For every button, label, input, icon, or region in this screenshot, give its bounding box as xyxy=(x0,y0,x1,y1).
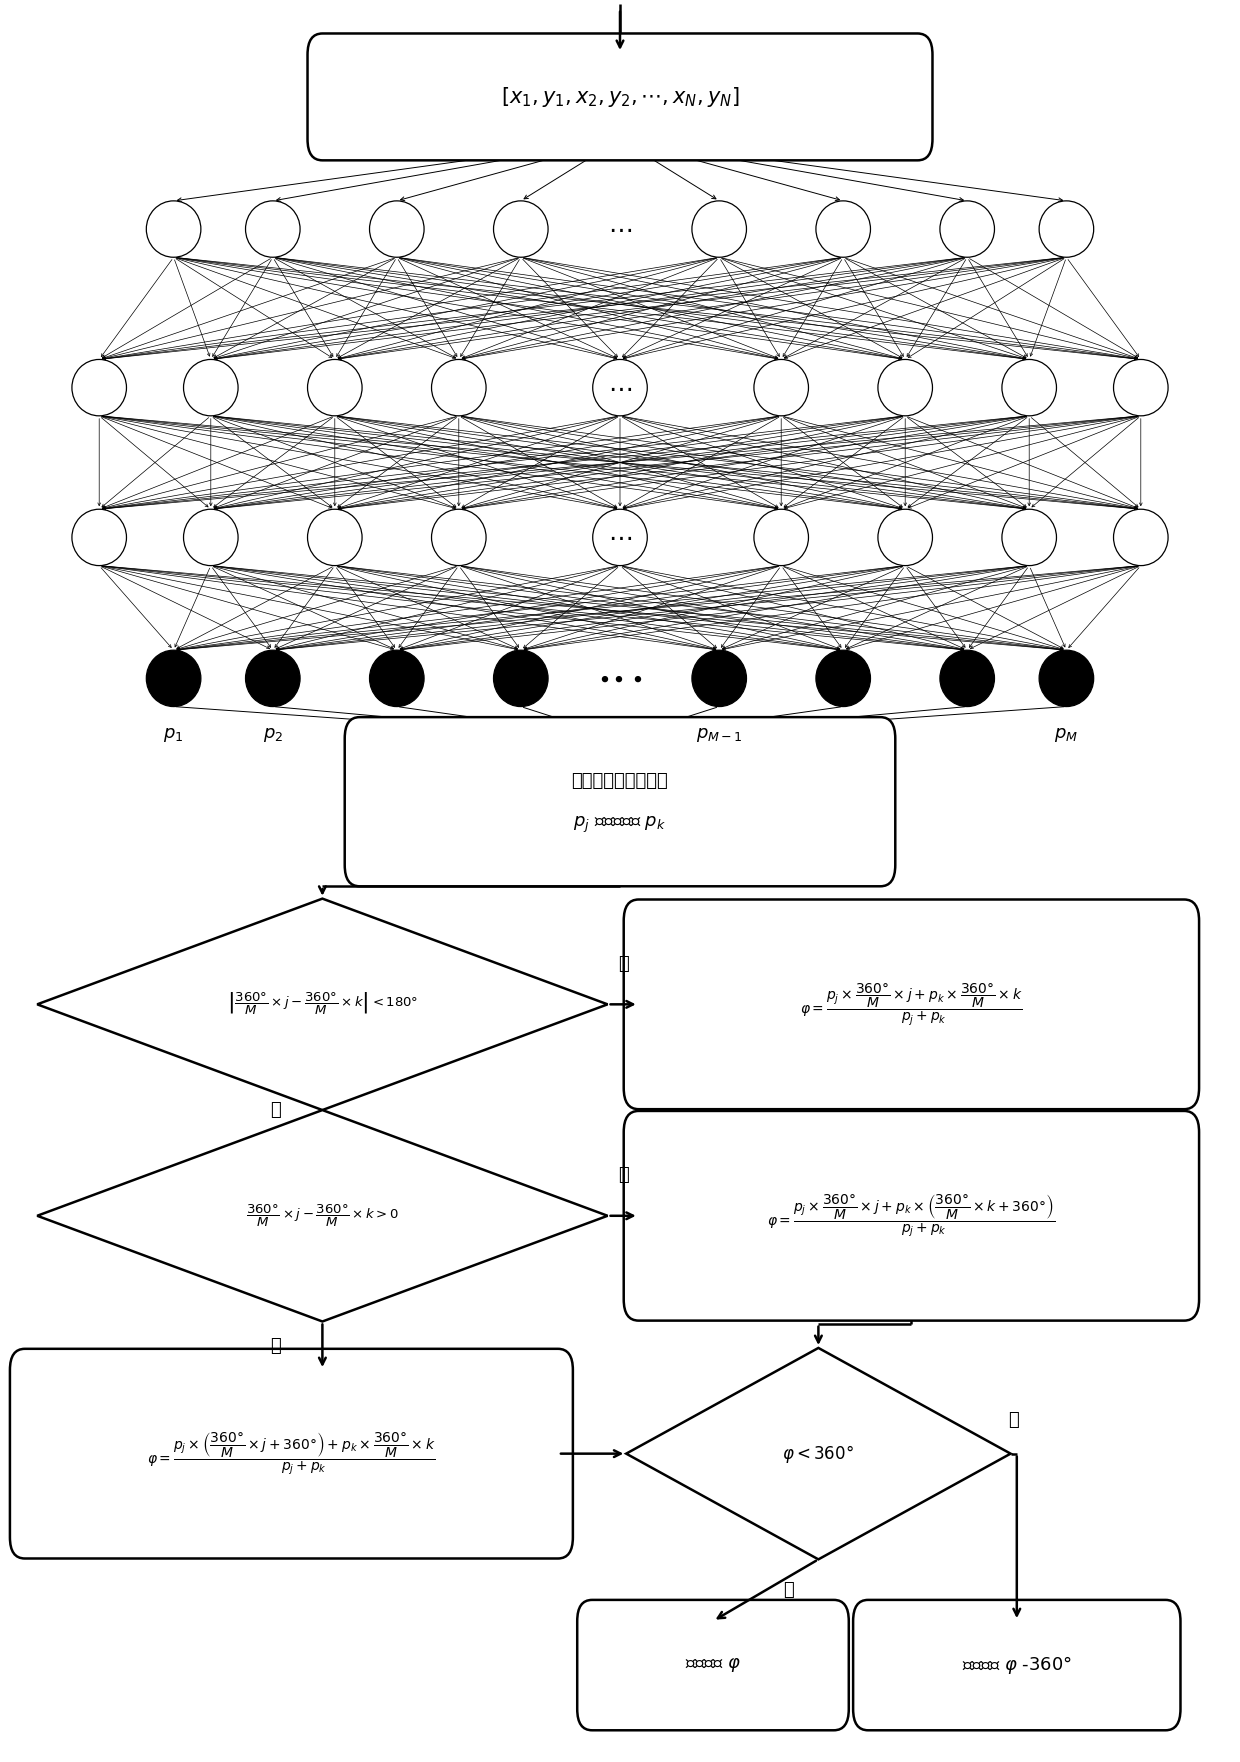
Ellipse shape xyxy=(72,359,126,416)
Text: $p_{M-1}$: $p_{M-1}$ xyxy=(696,726,743,744)
Text: $\cdots$: $\cdots$ xyxy=(608,217,632,241)
Text: 否: 否 xyxy=(270,1101,280,1119)
Ellipse shape xyxy=(940,650,994,707)
Ellipse shape xyxy=(1114,359,1168,416)
Ellipse shape xyxy=(878,509,932,566)
Text: 是: 是 xyxy=(782,1581,794,1600)
Ellipse shape xyxy=(1039,650,1094,707)
FancyBboxPatch shape xyxy=(10,1350,573,1559)
FancyBboxPatch shape xyxy=(345,717,895,886)
Text: $\varphi=\dfrac{p_j\times\left(\dfrac{360°}{M}\times j+360°\right)+p_k\times\dfr: $\varphi=\dfrac{p_j\times\left(\dfrac{36… xyxy=(148,1431,435,1477)
Ellipse shape xyxy=(816,650,870,707)
Polygon shape xyxy=(626,1348,1011,1559)
Text: $\varphi<360°$: $\varphi<360°$ xyxy=(782,1443,854,1464)
Ellipse shape xyxy=(494,201,548,257)
Text: $p_M$: $p_M$ xyxy=(1054,726,1079,744)
Ellipse shape xyxy=(816,201,870,257)
Text: $\cdots$: $\cdots$ xyxy=(608,525,632,550)
Text: $\varphi=\dfrac{p_j\times\dfrac{360°}{M}\times j+p_k\times\dfrac{360°}{M}\times : $\varphi=\dfrac{p_j\times\dfrac{360°}{M}… xyxy=(800,981,1023,1027)
Ellipse shape xyxy=(370,650,424,707)
Ellipse shape xyxy=(692,201,746,257)
Ellipse shape xyxy=(593,509,647,566)
Ellipse shape xyxy=(432,359,486,416)
Text: 方向角为 $\varphi$: 方向角为 $\varphi$ xyxy=(686,1656,740,1674)
Ellipse shape xyxy=(184,509,238,566)
Ellipse shape xyxy=(370,201,424,257)
Ellipse shape xyxy=(1002,509,1056,566)
Text: 方向角为 $\varphi$ -360°: 方向角为 $\varphi$ -360° xyxy=(962,1655,1071,1676)
Ellipse shape xyxy=(692,650,746,707)
Text: 否: 否 xyxy=(270,1337,280,1355)
FancyBboxPatch shape xyxy=(624,1112,1199,1322)
FancyBboxPatch shape xyxy=(577,1600,848,1730)
Ellipse shape xyxy=(432,509,486,566)
Ellipse shape xyxy=(754,359,808,416)
Text: $p_2$: $p_2$ xyxy=(263,726,283,744)
Ellipse shape xyxy=(184,359,238,416)
Ellipse shape xyxy=(308,359,362,416)
Ellipse shape xyxy=(593,359,647,416)
Ellipse shape xyxy=(246,201,300,257)
Ellipse shape xyxy=(878,359,932,416)
Text: $[x_1, y_1, x_2, y_2, \cdots, x_N, y_N]$: $[x_1, y_1, x_2, y_2, \cdots, x_N, y_N]$ xyxy=(501,85,739,109)
Ellipse shape xyxy=(754,509,808,566)
Ellipse shape xyxy=(308,509,362,566)
FancyBboxPatch shape xyxy=(853,1600,1180,1730)
Ellipse shape xyxy=(72,509,126,566)
Text: $p_j$ 和第二大値 $\boldsymbol{p_k}$: $p_j$ 和第二大値 $\boldsymbol{p_k}$ xyxy=(573,814,667,835)
Polygon shape xyxy=(37,899,608,1110)
Ellipse shape xyxy=(246,650,300,707)
FancyBboxPatch shape xyxy=(308,33,932,160)
Ellipse shape xyxy=(494,650,548,707)
FancyBboxPatch shape xyxy=(624,899,1199,1110)
Text: $\bullet\!\bullet\!\bullet$: $\bullet\!\bullet\!\bullet$ xyxy=(598,668,642,689)
Ellipse shape xyxy=(1114,509,1168,566)
Ellipse shape xyxy=(940,201,994,257)
Ellipse shape xyxy=(1002,359,1056,416)
Text: $\cdots$: $\cdots$ xyxy=(608,375,632,400)
Text: $p_1$: $p_1$ xyxy=(164,726,184,744)
Text: 否: 否 xyxy=(1008,1411,1019,1429)
Text: 是: 是 xyxy=(618,1166,629,1184)
Polygon shape xyxy=(37,1110,608,1322)
Text: $\left|\dfrac{360°}{M}\times j-\dfrac{360°}{M}\times k\right|<180°$: $\left|\dfrac{360°}{M}\times j-\dfrac{36… xyxy=(227,992,418,1017)
Ellipse shape xyxy=(1039,201,1094,257)
Ellipse shape xyxy=(146,201,201,257)
Text: 比较大小，取最大値: 比较大小，取最大値 xyxy=(572,772,668,791)
Ellipse shape xyxy=(146,650,201,707)
Text: $\dfrac{360°}{M}\times j-\dfrac{360°}{M}\times k>0$: $\dfrac{360°}{M}\times j-\dfrac{360°}{M}… xyxy=(246,1203,399,1228)
Text: $\varphi=\dfrac{p_j\times\dfrac{360°}{M}\times j+p_k\times\left(\dfrac{360°}{M}\: $\varphi=\dfrac{p_j\times\dfrac{360°}{M}… xyxy=(768,1193,1055,1239)
Text: 是: 是 xyxy=(618,955,629,973)
